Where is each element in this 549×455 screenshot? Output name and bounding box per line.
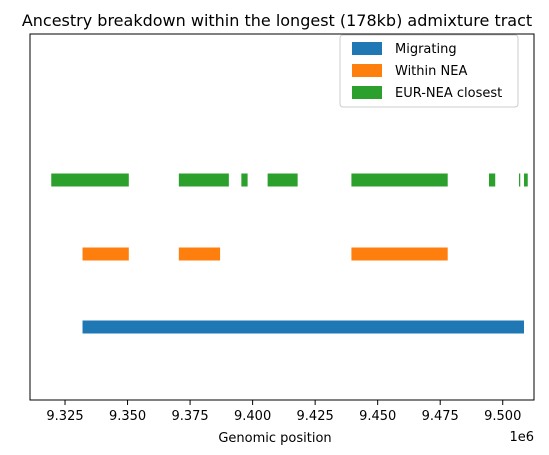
series-layer (51, 173, 528, 334)
legend-box (339, 34, 519, 108)
legend-swatch-within-nea (352, 64, 382, 77)
segment-eur-nea-closest-4 (267, 173, 298, 187)
segment-eur-nea-closest-3 (241, 173, 248, 187)
segment-eur-nea-closest-1 (51, 173, 129, 187)
legend-label-within-nea: Within NEA (395, 64, 467, 79)
x-tick-label-5: 9.425 (297, 409, 334, 424)
x-tick-label-2: 9.350 (109, 409, 146, 424)
x-axis-label: Genomic position (218, 431, 331, 446)
segment-migrating-1 (82, 320, 524, 334)
segment-eur-nea-closest-7 (518, 173, 521, 187)
segment-eur-nea-closest-2 (178, 173, 229, 187)
x-axis-ticks: 9.325 9.350 9.375 9.400 9.425 9.450 9.475 9.500 (46, 400, 521, 424)
legend-label-migrating: Migrating (395, 42, 457, 57)
x-tick-label-4: 9.400 (234, 409, 271, 424)
segment-within-nea-2 (178, 247, 221, 261)
segment-eur-nea-closest-8 (523, 173, 528, 187)
legend-label-eur-nea-closest: EUR-NEA closest (395, 86, 502, 101)
legend-swatch-eur-nea-closest (352, 86, 382, 99)
x-tick-label-1: 9.325 (46, 409, 83, 424)
legend: Migrating Within NEA EUR-NEA closest (339, 34, 519, 108)
segment-within-nea-1 (82, 247, 129, 261)
legend-swatch-migrating (352, 42, 382, 55)
x-tick-label-8: 9.500 (484, 409, 521, 424)
x-axis-offset-label: 1e6 (509, 430, 534, 445)
x-tick-label-7: 9.475 (422, 409, 459, 424)
segment-eur-nea-closest-5 (351, 173, 448, 187)
chart-title: Ancestry breakdown within the longest (1… (22, 11, 532, 30)
x-tick-label-3: 9.375 (171, 409, 208, 424)
segment-within-nea-3 (351, 247, 448, 261)
segment-eur-nea-closest-6 (488, 173, 496, 187)
x-tick-label-6: 9.450 (359, 409, 396, 424)
